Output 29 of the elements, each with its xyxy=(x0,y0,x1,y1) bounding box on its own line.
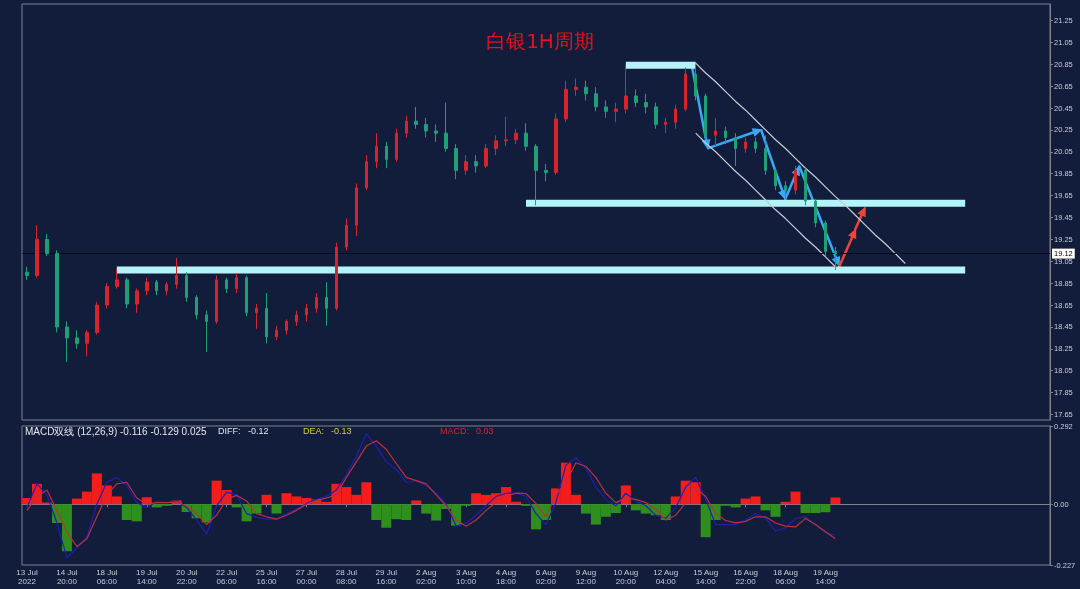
x-tick-label: 13 Jul 2022 xyxy=(16,568,38,586)
annotation: -0.13 xyxy=(331,426,352,436)
x-tick-label: 29 Jul 16:00 xyxy=(375,568,398,586)
x-tick-label: 10 Aug 20:00 xyxy=(613,568,639,586)
annotation: MACD双线 (12,26,9) -0.116 -0.129 0.025 xyxy=(25,425,208,437)
x-tick-label: 6 Aug 02:00 xyxy=(535,568,557,586)
x-tick-label: 2 Aug 02:00 xyxy=(415,568,437,586)
annotation: MACD: xyxy=(440,426,469,436)
x-tick-label: 3 Aug 10:00 xyxy=(455,568,477,586)
x-tick-label: 22 Jul 06:00 xyxy=(215,568,238,586)
annotation: DIFF: xyxy=(218,426,241,436)
x-tick-label: 15 Aug 14:00 xyxy=(693,568,719,586)
x-tick-label: 12 Aug 04:00 xyxy=(653,568,679,586)
x-tick-label: 28 Jul 08:00 xyxy=(335,568,358,586)
text: 白银1H周期 xyxy=(486,29,594,53)
annotation: -0.12 xyxy=(248,426,269,436)
x-tick-label: 9 Aug 12:00 xyxy=(575,568,597,586)
x-tick-label: 19 Jul 14:00 xyxy=(136,568,158,586)
x-tick-label: 27 Jul 00:00 xyxy=(295,568,318,586)
x-tick-label: 20 Jul 22:00 xyxy=(176,568,198,586)
x-tick-label: 4 Aug 18:00 xyxy=(495,568,517,586)
x-tick-label: 18 Aug 06:00 xyxy=(773,568,798,586)
x-tick-label: 19 Aug 14:00 xyxy=(812,568,838,586)
x-tick-label: 16 Aug 22:00 xyxy=(733,568,759,586)
x-tick-label: 18 Jul 06:00 xyxy=(96,568,118,586)
x-tick-label: 14 Jul 20:00 xyxy=(56,568,78,586)
annotation: DEA: xyxy=(303,426,325,436)
x-tick-label: 25 Jul 16:00 xyxy=(255,568,278,586)
annotation: 0.03 xyxy=(476,426,494,436)
